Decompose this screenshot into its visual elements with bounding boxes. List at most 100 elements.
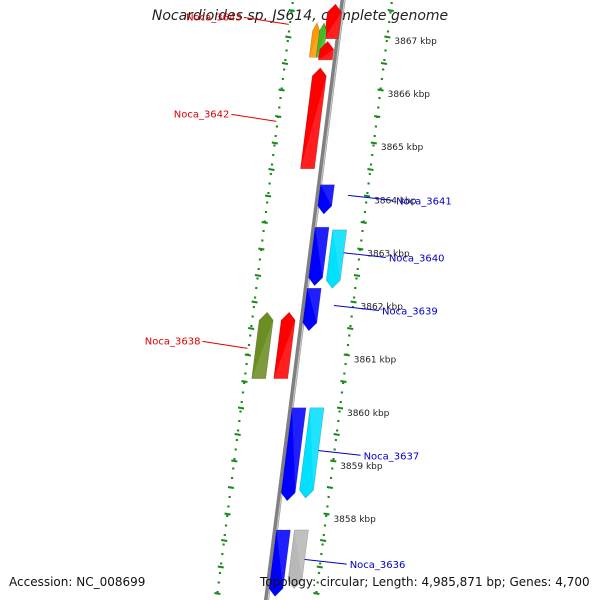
track-major-tick — [268, 168, 275, 171]
gene-arrow-shade — [307, 288, 322, 323]
scale-tick-label: 3864 kbp — [374, 196, 417, 206]
track-major-tick — [360, 221, 367, 224]
track-major-tick — [254, 274, 262, 277]
track-major-tick — [336, 406, 344, 410]
track-major-tick — [323, 512, 330, 516]
track-major-tick — [319, 539, 327, 542]
gene-label: Noca_3642 — [174, 109, 230, 120]
track-major-tick — [288, 9, 295, 12]
gene-label: Noca_3640 — [389, 253, 445, 264]
track-major-tick — [353, 274, 361, 277]
gene-label-leader — [333, 305, 380, 312]
gene-label: Noca_3636 — [350, 560, 406, 571]
gene-label: Noca_3643 — [186, 12, 242, 23]
track-major-tick — [350, 300, 357, 304]
gene-arrow-shade — [318, 49, 334, 60]
gene-label: Noca_3641 — [396, 196, 452, 207]
track-major-tick — [227, 486, 235, 489]
track-major-tick — [357, 247, 364, 251]
gene-label-leader — [340, 251, 386, 258]
track-major-tick — [363, 194, 371, 198]
gene-arrow — [308, 226, 330, 287]
track-major-tick — [275, 115, 282, 118]
track-major-tick — [278, 88, 285, 92]
gene-label: Noca_3638 — [145, 336, 201, 347]
gene-arrow-shade — [324, 12, 342, 39]
gene-label: Noca_3639 — [382, 307, 438, 318]
track-major-tick — [367, 168, 374, 171]
gene-arrow — [287, 529, 309, 589]
track-major-tick — [264, 194, 272, 198]
track-major-tick — [234, 433, 241, 436]
gene-arrow — [251, 311, 274, 379]
gene-arrow-shade — [320, 184, 335, 206]
scale-tick-label: 3867 kbp — [394, 37, 437, 47]
track-major-tick — [326, 486, 334, 489]
gene-arrow — [300, 67, 327, 170]
gene-arrow-shade — [315, 227, 330, 278]
track-major-tick — [214, 592, 221, 595]
scale-tick-label: 3862 kbp — [361, 303, 404, 313]
accession-label: Accession: NC_008699 — [9, 575, 146, 589]
scale-tick-label: 3858 kbp — [333, 515, 376, 525]
gene-arrow — [308, 22, 320, 58]
scale-tick-label: 3865 kbp — [381, 143, 424, 153]
gene-arrow-shade — [310, 407, 325, 491]
gene-arrow-shade — [309, 30, 320, 58]
track-major-tick — [244, 353, 251, 357]
gene-arrow-shade — [276, 529, 291, 589]
track-major-tick — [285, 35, 292, 39]
track-major-tick — [316, 565, 323, 569]
gene-label-leader — [202, 340, 248, 349]
scale-tick-label: 3859 kbp — [340, 462, 383, 472]
track-major-tick — [374, 115, 381, 118]
gene-arrow — [268, 529, 291, 597]
track-major-tick — [217, 565, 224, 569]
gene-arrow-shade — [251, 320, 274, 379]
gene-label-leader — [301, 558, 347, 565]
scale-tick-label: 3866 kbp — [388, 90, 431, 100]
gene-arrow-shade — [294, 529, 309, 581]
gene-arrow-shade — [292, 407, 307, 493]
track-major-tick — [330, 459, 337, 463]
track-major-tick — [271, 141, 278, 145]
gene-arrow — [280, 407, 307, 502]
gene-label-leader — [243, 16, 289, 25]
scale-tick-label: 3861 kbp — [354, 356, 397, 366]
track-major-tick — [333, 433, 340, 436]
gene-arrow-shade — [300, 75, 327, 169]
track-major-tick — [281, 62, 289, 65]
track-major-tick — [340, 380, 347, 383]
track-major-tick — [384, 35, 391, 39]
genome-stats-label: Topology: circular; Length: 4,985,871 bp… — [260, 575, 590, 589]
map-title: Nocardioides sp. JS614, complete genome — [151, 8, 449, 24]
track-major-tick — [387, 9, 394, 12]
gene-arrow — [318, 40, 335, 61]
track-major-tick — [343, 353, 350, 357]
scale-tick-label: 3863 kbp — [367, 249, 410, 259]
gene-label: Noca_3637 — [364, 451, 420, 462]
gene-arrow — [273, 311, 296, 379]
gene-label-leader — [315, 449, 361, 456]
track-major-tick — [258, 247, 265, 251]
track-major-tick — [377, 88, 384, 92]
gene-arrow — [317, 184, 335, 215]
gene-arrow — [299, 407, 325, 499]
track-major-tick — [370, 141, 377, 145]
gene-arrow-shade — [332, 229, 347, 281]
track-major-tick — [251, 300, 258, 304]
right-dotted-track — [313, 1, 394, 595]
track-major-tick — [347, 327, 354, 330]
track-major-tick — [237, 406, 245, 410]
track-major-tick — [313, 592, 320, 595]
gene-arrow — [323, 3, 342, 39]
track-major-tick — [261, 221, 268, 224]
track-major-tick — [241, 380, 248, 383]
track-major-tick — [231, 459, 238, 463]
track-major-tick — [220, 539, 228, 542]
gene-label-leader — [348, 194, 394, 201]
track-major-tick — [224, 512, 231, 516]
gene-arrow — [325, 229, 348, 289]
